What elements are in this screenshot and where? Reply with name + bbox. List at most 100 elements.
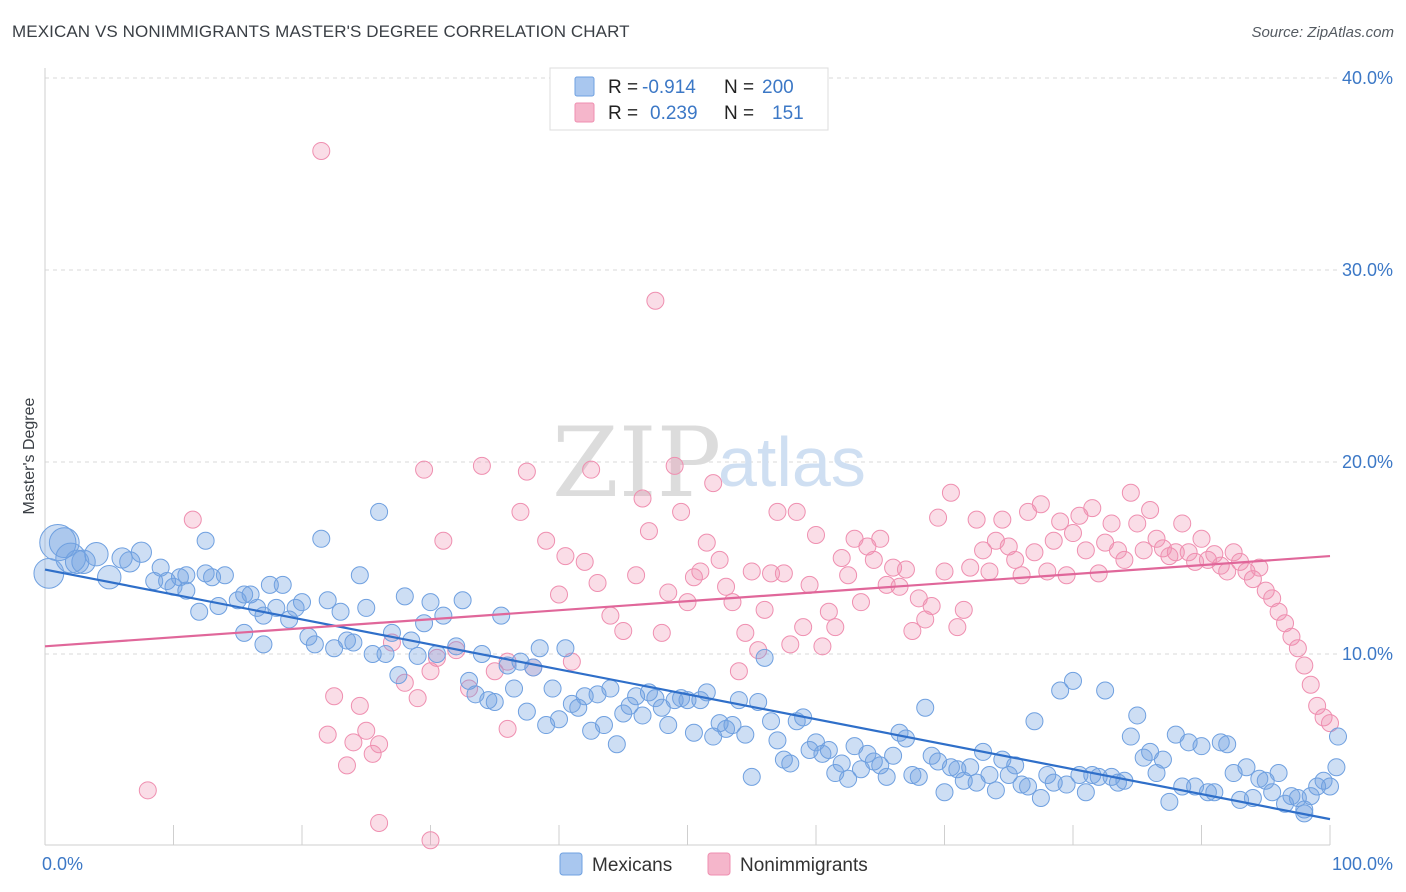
nonimmigrants-trend-line <box>44 554 1331 648</box>
mexicans-point <box>312 529 331 548</box>
nonimmigrants-point <box>582 460 601 479</box>
mexicans-point <box>48 527 80 559</box>
nonimmigrants-point <box>736 623 755 642</box>
watermark-zip: ZIP <box>552 407 721 519</box>
mexicans-point <box>485 693 504 711</box>
nonimmigrants-point <box>762 564 781 583</box>
mexicans-point <box>267 598 286 617</box>
mexicans-point <box>1250 769 1269 788</box>
nonimmigrants-point <box>1282 627 1301 646</box>
nonimmigrants-point <box>768 502 787 521</box>
mexicans-point <box>961 758 980 777</box>
mexicans-point <box>421 593 440 612</box>
mexicans-point <box>768 731 787 750</box>
nonimmigrants-point <box>517 462 536 481</box>
nonimmigrants-point <box>665 456 684 475</box>
mexicans-point <box>357 598 376 617</box>
nonimmigrants-point <box>325 687 344 706</box>
nonimmigrants-point <box>421 831 440 850</box>
mexicans-point <box>1211 733 1230 752</box>
nonimmigrants-point <box>729 662 748 681</box>
mexicans-point <box>1321 777 1339 796</box>
nonimmigrants-point <box>1179 543 1198 562</box>
nonimmigrants-point <box>511 502 530 521</box>
nonimmigrants-point <box>672 502 691 521</box>
nonimmigrants-point <box>652 623 671 642</box>
nonimmigrants-point <box>1166 543 1185 562</box>
mexicans-point <box>434 606 453 625</box>
nonimmigrants-point <box>627 566 646 585</box>
nonimmigrants-point <box>954 600 973 619</box>
nonimmigrants-point <box>697 533 716 552</box>
nonimmigrants-point <box>556 547 575 566</box>
nonimmigrants-point <box>1128 514 1147 533</box>
chart-title: MEXICAN VS NONIMMIGRANTS MASTER'S DEGREE… <box>12 22 630 41</box>
nonimmigrants-point <box>781 635 800 654</box>
mexicans-point <box>190 602 209 621</box>
nonimmigrants-point <box>896 560 915 579</box>
mexicans-point <box>607 735 626 754</box>
y-tick-label: 20.0% <box>1342 452 1393 472</box>
mexicans-point <box>839 769 858 788</box>
nonimmigrants-point <box>138 781 157 800</box>
mexicans-point <box>1192 737 1211 756</box>
watermark: ZIP atlas <box>552 407 866 519</box>
mexicans-point <box>389 666 408 685</box>
nonimmigrants-point <box>1108 541 1127 560</box>
mexicans-point <box>517 702 536 721</box>
nonimmigrants-point <box>1192 529 1211 548</box>
nonimmigrants-point <box>1025 543 1044 562</box>
mexicans-point <box>601 679 620 698</box>
nonimmigrants-point <box>1321 714 1339 733</box>
mexicans-point <box>331 602 350 621</box>
nonimmigrants-point <box>337 756 356 775</box>
nonimmigrants-point <box>395 673 414 692</box>
mexicans-point <box>337 631 356 650</box>
mexicans-point <box>980 765 999 784</box>
nonimmigrants-point <box>318 725 337 744</box>
nonimmigrants-point <box>794 618 813 637</box>
mexicans-point <box>1327 758 1346 777</box>
mexicans-point <box>1025 712 1044 731</box>
mexicans-point <box>318 591 337 610</box>
y-tick-label: 30.0% <box>1342 260 1393 280</box>
nonimmigrants-point <box>408 689 427 708</box>
mexicans-point <box>505 679 524 698</box>
mexicans-trend-line <box>44 568 1331 821</box>
nonimmigrants-point <box>537 531 556 550</box>
mexicans-point <box>344 633 363 652</box>
nonimmigrants-point <box>839 566 858 585</box>
nonimmigrants-point <box>1205 545 1224 564</box>
nonimmigrants-point <box>961 558 980 577</box>
mexicans-point <box>235 585 254 604</box>
y-tick-labels: 10.0% 20.0% 30.0% 40.0% <box>1342 68 1393 664</box>
nonimmigrants-point <box>800 575 819 594</box>
mexicans-point <box>877 767 896 786</box>
source-label: Source: ZipAtlas.com <box>1251 24 1394 41</box>
nonimmigrants-point <box>807 525 825 544</box>
mexicans-point <box>177 566 196 585</box>
mexicans-point <box>1019 777 1038 796</box>
mexicans-point <box>215 566 234 585</box>
mexicans-point <box>1329 727 1347 746</box>
mexicans-point <box>986 781 1005 800</box>
nonimmigrants-point <box>1134 541 1153 560</box>
nonimmigrants-point <box>1141 501 1160 519</box>
legend-r-value: 0.239 <box>650 103 698 124</box>
mexicans-point <box>871 756 890 775</box>
mexicans-point <box>408 646 427 665</box>
nonimmigrants-point <box>1083 499 1102 518</box>
nonimmigrants-point <box>344 733 363 752</box>
nonimmigrants-point <box>717 577 736 596</box>
mexicans-point <box>370 502 389 521</box>
mexicans-point <box>1237 758 1256 777</box>
nonimmigrants-point <box>864 550 883 569</box>
mexicans-point <box>350 566 369 585</box>
mexicans-point <box>273 575 292 594</box>
nonimmigrants-point <box>704 474 723 493</box>
mexicans-point <box>620 696 639 715</box>
mexicans-point <box>1038 765 1057 784</box>
nonimmigrants-point <box>755 600 774 619</box>
nonimmigrants-point <box>832 549 851 567</box>
mexicans-point <box>39 524 77 562</box>
